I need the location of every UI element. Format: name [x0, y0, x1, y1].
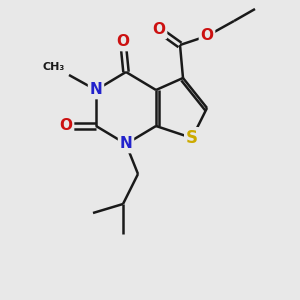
Text: CH₃: CH₃: [42, 62, 64, 72]
Text: O: O: [200, 28, 214, 44]
Text: O: O: [116, 34, 130, 50]
Text: O: O: [152, 22, 166, 38]
Text: N: N: [90, 82, 102, 98]
Text: S: S: [186, 129, 198, 147]
Text: O: O: [59, 118, 73, 134]
Text: N: N: [120, 136, 132, 152]
